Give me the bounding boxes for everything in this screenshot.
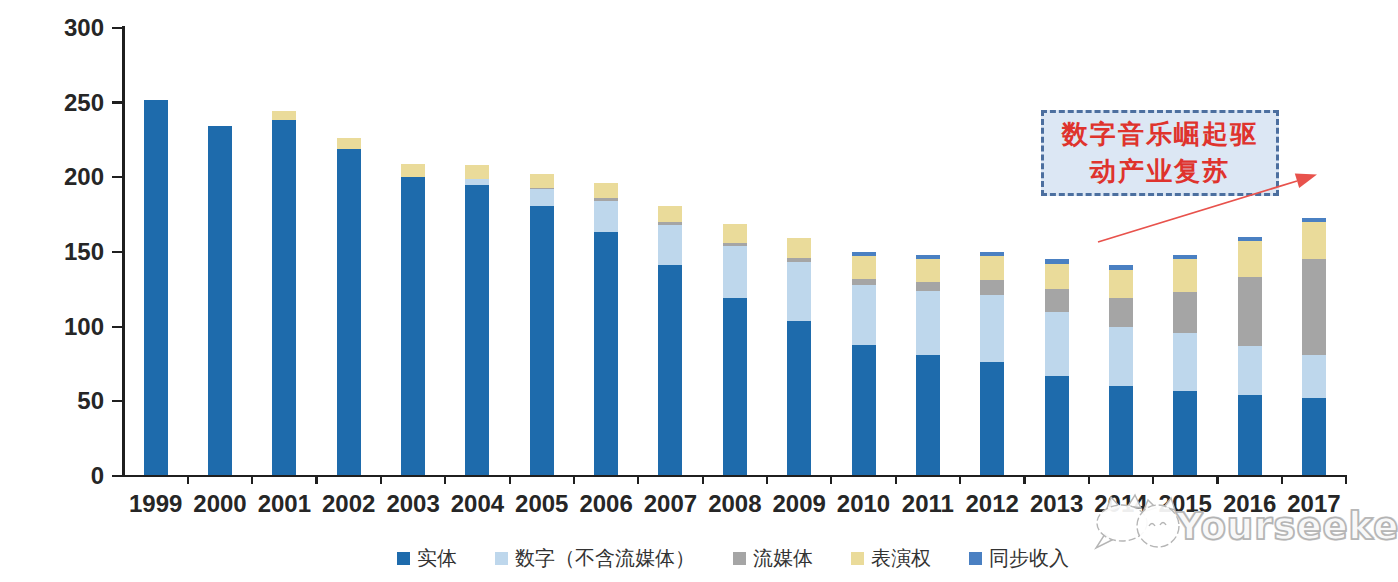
- legend-item-1: 数字（不含流媒体）: [495, 545, 695, 572]
- legend-item-3: 表演权: [851, 545, 931, 572]
- legend-label-4: 同步收入: [989, 545, 1069, 572]
- annotation-arrow-head: [1295, 174, 1317, 188]
- chart-canvas: 0501001502002503001999200020012002200320…: [0, 0, 1398, 582]
- legend-swatch-2: [733, 552, 746, 565]
- annotation-arrow-line: [1098, 181, 1297, 242]
- watermark-brand: Yourseeker: [1176, 505, 1398, 548]
- legend-label-3: 表演权: [871, 545, 931, 572]
- legend-swatch-3: [851, 552, 864, 565]
- watermark-logo-head: [1137, 505, 1179, 547]
- legend-label-2: 流媒体: [753, 545, 813, 572]
- legend-item-0: 实体: [397, 545, 457, 572]
- legend-item-4: 同步收入: [969, 545, 1069, 572]
- overlay-graphics: [0, 0, 1398, 582]
- legend-swatch-4: [969, 552, 982, 565]
- legend-item-2: 流媒体: [733, 545, 813, 572]
- legend-swatch-1: [495, 552, 508, 565]
- legend: 实体 数字（不含流媒体） 流媒体 表演权 同步收入: [118, 543, 1348, 573]
- legend-swatch-0: [397, 552, 410, 565]
- legend-label-0: 实体: [417, 545, 457, 572]
- legend-label-1: 数字（不含流媒体）: [515, 545, 695, 572]
